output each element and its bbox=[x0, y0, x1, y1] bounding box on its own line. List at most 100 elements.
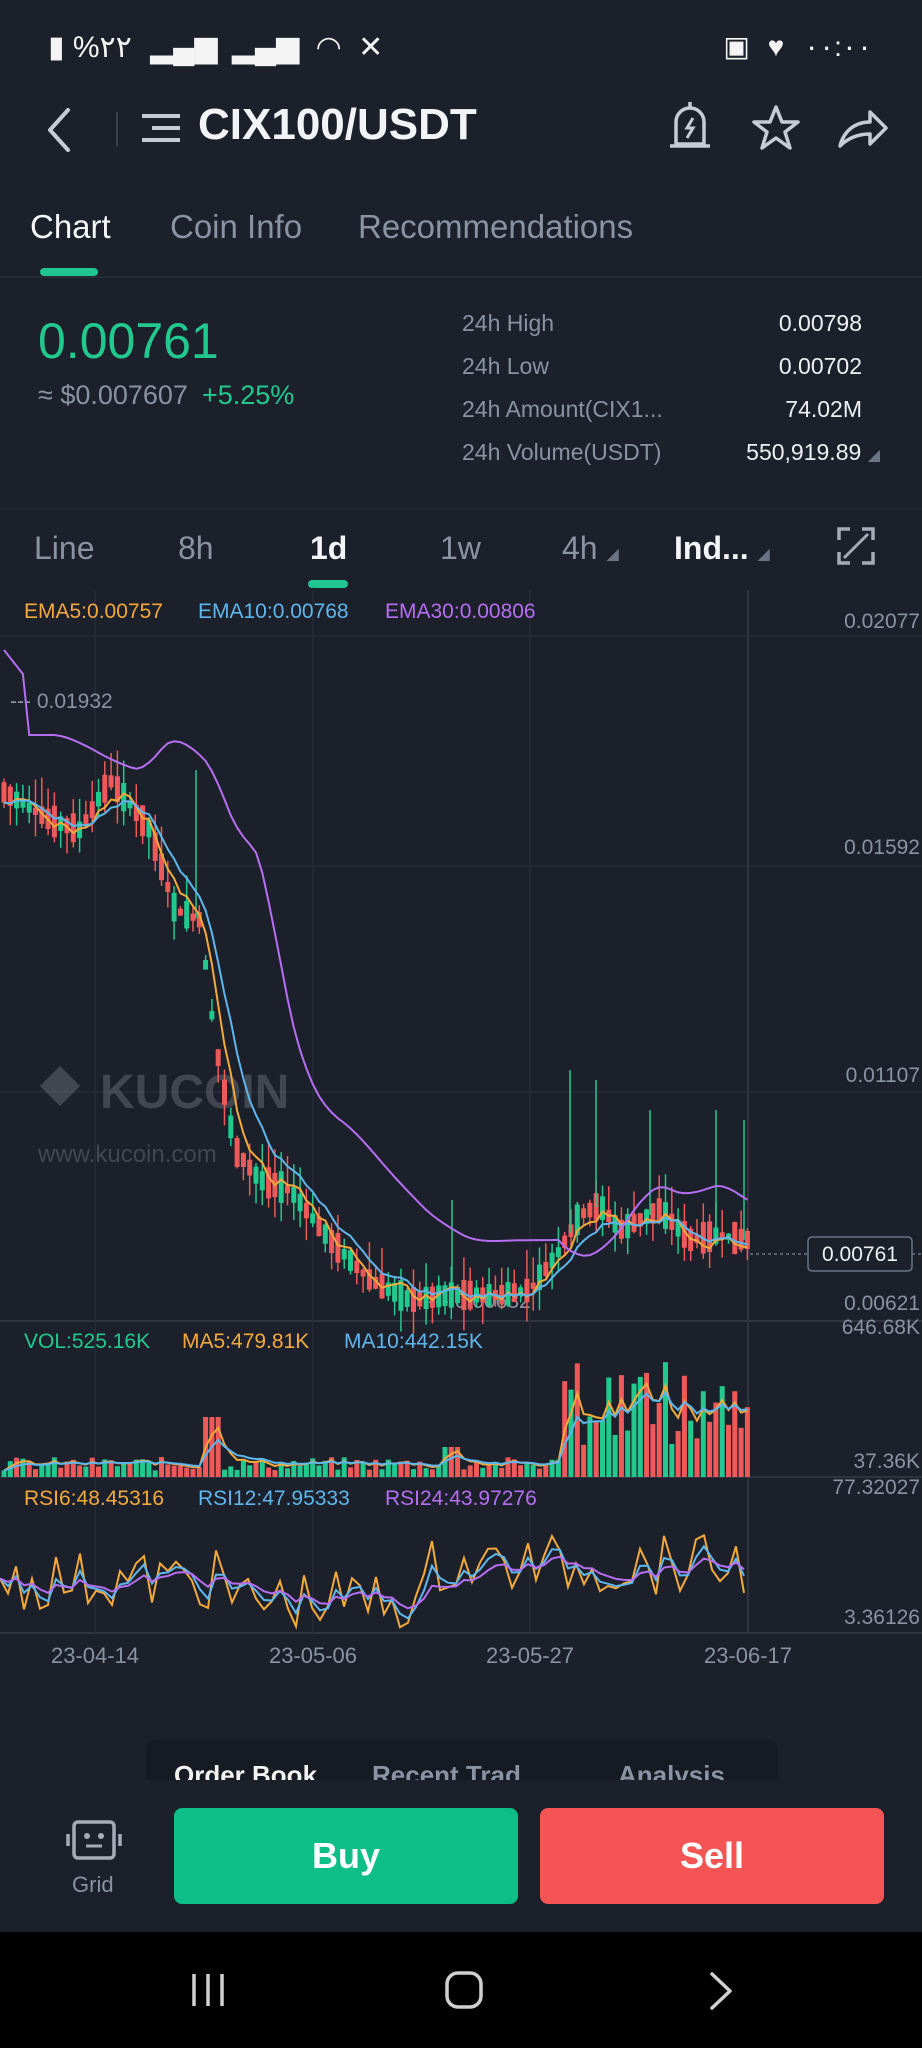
tab-analysis[interactable]: Analysis bbox=[618, 1760, 725, 1780]
back-nav-icon[interactable] bbox=[706, 1970, 736, 2017]
home-icon[interactable] bbox=[444, 1970, 484, 2015]
price-chart[interactable]: KUCOIN www.kucoin.com EMA5:0.00757 EMA10… bbox=[0, 590, 922, 1690]
candle-body bbox=[285, 1185, 290, 1194]
price-tick-3: 0.01107 bbox=[846, 1064, 920, 1087]
tab-order-book[interactable]: Order Book bbox=[174, 1760, 318, 1780]
pair-title[interactable]: CIX100/USDT bbox=[198, 100, 477, 149]
volume-bar bbox=[89, 1457, 95, 1477]
candle-body bbox=[341, 1248, 347, 1260]
candle-body bbox=[744, 1230, 750, 1250]
candle-body bbox=[70, 813, 76, 843]
candle-body bbox=[266, 1167, 272, 1199]
volume-bar bbox=[366, 1469, 372, 1477]
volume-bar bbox=[58, 1467, 64, 1477]
candle-body bbox=[127, 801, 133, 809]
sell-button[interactable]: Sell bbox=[540, 1808, 884, 1904]
kucoin-logo-icon bbox=[40, 1066, 80, 1106]
candle-body bbox=[417, 1291, 423, 1307]
candle-body bbox=[39, 806, 45, 824]
tab-coin-info[interactable]: Coin Info bbox=[170, 208, 303, 245]
rsi24-line bbox=[0, 1555, 745, 1610]
candle-body bbox=[114, 776, 120, 803]
candle-body bbox=[171, 892, 177, 922]
candle-body bbox=[392, 1282, 398, 1302]
candle-body bbox=[303, 1202, 309, 1219]
candle-body bbox=[177, 908, 183, 916]
candle-body bbox=[637, 1213, 643, 1227]
interval-8h[interactable]: 8h bbox=[178, 530, 214, 566]
volume-bar bbox=[108, 1460, 114, 1477]
legend-vol: VOL:525.16K bbox=[24, 1330, 150, 1353]
candle-body bbox=[625, 1214, 631, 1239]
volume-bar bbox=[297, 1466, 303, 1477]
volume-bar bbox=[681, 1375, 687, 1477]
legend-ma10: MA10:442.15K bbox=[344, 1330, 483, 1353]
tab-recommendations[interactable]: Recommendations bbox=[358, 208, 634, 245]
interval-1d[interactable]: 1d bbox=[310, 530, 348, 566]
heart-icon: ♥ bbox=[767, 31, 785, 62]
watermark: KUCOIN www.kucoin.com bbox=[37, 1066, 289, 1168]
tab-recent-trades[interactable]: Recent Trad bbox=[372, 1760, 521, 1780]
candle-body bbox=[329, 1230, 335, 1254]
volume-bar bbox=[64, 1461, 70, 1477]
x-tick-3: 23-05-27 bbox=[486, 1643, 574, 1668]
volume-bar bbox=[486, 1466, 492, 1477]
candle-body bbox=[209, 1011, 215, 1020]
volume-bar bbox=[555, 1459, 561, 1477]
volume-bar bbox=[253, 1462, 259, 1477]
candle-body bbox=[631, 1214, 637, 1232]
candle-body bbox=[669, 1213, 675, 1230]
volume-bar bbox=[429, 1469, 435, 1477]
grid-bot-icon[interactable] bbox=[66, 1818, 122, 1864]
wifi-icon: ◠ bbox=[315, 31, 342, 64]
candle-body bbox=[165, 881, 171, 892]
volume-bar bbox=[102, 1459, 108, 1477]
volume-bar bbox=[285, 1468, 290, 1477]
ema30-line bbox=[3, 649, 748, 1257]
candle-body bbox=[707, 1221, 713, 1253]
tab-chart[interactable]: Chart bbox=[30, 208, 111, 245]
price-alert-icon[interactable] bbox=[666, 100, 714, 154]
stat-value-volume: 550,919.89 ◢ bbox=[746, 439, 880, 466]
favorite-star-icon[interactable] bbox=[752, 104, 800, 152]
volume-bar bbox=[266, 1467, 272, 1477]
volume-bar bbox=[234, 1469, 240, 1477]
volume-bar bbox=[33, 1469, 38, 1477]
menu-icon[interactable] bbox=[140, 110, 182, 146]
interval-indicator bbox=[308, 580, 348, 588]
volume-bar bbox=[14, 1457, 20, 1477]
interval-1w[interactable]: 1w bbox=[440, 530, 481, 566]
back-icon[interactable] bbox=[40, 104, 80, 156]
interval-line[interactable]: Line bbox=[34, 530, 95, 566]
share-icon[interactable] bbox=[836, 104, 890, 152]
volume-bar bbox=[373, 1459, 379, 1477]
expand-triangle-icon[interactable]: ◢ bbox=[867, 447, 880, 464]
rsi-tick-1: 77.32027 bbox=[832, 1476, 920, 1499]
grid-label[interactable]: Grid bbox=[72, 1872, 114, 1897]
volume-bar bbox=[593, 1420, 599, 1477]
candle-body bbox=[33, 807, 38, 815]
stat-value-high: 0.00798 bbox=[778, 310, 862, 336]
volume-bar bbox=[631, 1383, 637, 1477]
fullscreen-icon[interactable] bbox=[836, 526, 876, 566]
recent-apps-icon[interactable] bbox=[190, 1972, 226, 2013]
volume-bar bbox=[196, 1467, 202, 1477]
volume-bar bbox=[707, 1421, 713, 1477]
volume-bar bbox=[543, 1463, 549, 1477]
volume-bar bbox=[688, 1420, 694, 1477]
volume-bar bbox=[20, 1458, 26, 1477]
candle-body bbox=[253, 1166, 259, 1184]
buy-button[interactable]: Buy bbox=[174, 1808, 518, 1904]
candle-body bbox=[537, 1264, 542, 1291]
volume-bar bbox=[700, 1391, 706, 1477]
candle-body bbox=[681, 1221, 687, 1248]
indicator-menu[interactable]: Ind... ◢ bbox=[674, 530, 770, 567]
interval-4h[interactable]: 4h ◢ bbox=[562, 530, 619, 567]
volume-bar bbox=[165, 1464, 171, 1477]
system-nav-bar bbox=[0, 1932, 922, 2048]
x-tick-2: 23-05-06 bbox=[269, 1643, 357, 1668]
volume-bar bbox=[228, 1466, 234, 1477]
volume-bar bbox=[411, 1469, 416, 1477]
candle-body bbox=[574, 1204, 580, 1235]
candle-body bbox=[190, 913, 196, 921]
